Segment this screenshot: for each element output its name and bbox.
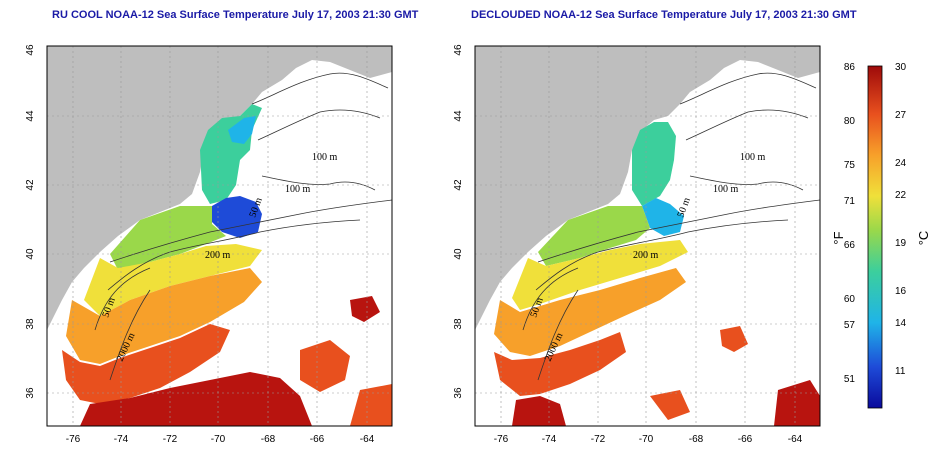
left-map: 100 m 100 m 50 m 200 m 50 m 2000 m -76 -… xyxy=(25,44,393,445)
colorbar-f-tick: 75 xyxy=(844,160,856,171)
left-y-tick: 38 xyxy=(25,318,36,330)
left-map-sst-patch-2 xyxy=(350,296,380,322)
right-y-tick: 44 xyxy=(453,110,464,122)
right-x-tick: -70 xyxy=(639,434,654,445)
left-x-tick: -64 xyxy=(360,434,375,445)
colorbar-f-tick: 71 xyxy=(844,196,856,207)
left-y-axis: 36 38 40 42 44 46 xyxy=(25,44,36,399)
left-contour-label-100m: 100 m xyxy=(285,184,311,195)
left-map-sst-patch xyxy=(300,340,350,392)
right-map-sst-deep-red xyxy=(512,396,566,426)
right-contour-label-200m: 200 m xyxy=(633,250,659,261)
right-map-title: DECLOUDED NOAA-12 Sea Surface Temperatur… xyxy=(471,9,857,21)
right-x-tick: -74 xyxy=(542,434,557,445)
colorbar-c-tick: 30 xyxy=(895,62,907,73)
colorbar-c-tick: 22 xyxy=(895,190,907,201)
colorbar-c-tick: 24 xyxy=(895,158,907,169)
right-map: 100 m 100 m 50 m 200 m 50 m 2000 m -76 -… xyxy=(453,44,821,445)
left-contour-label-200m: 200 m xyxy=(205,250,231,261)
colorbar-c-tick: 19 xyxy=(895,238,907,249)
colorbar-f-tick: 51 xyxy=(844,374,856,385)
right-map-sst-cold-blue xyxy=(642,198,684,236)
left-map-land xyxy=(47,46,392,330)
left-map-sst-mid xyxy=(84,244,262,316)
left-x-tick: -66 xyxy=(310,434,325,445)
colorbar-fahrenheit-unit: °F xyxy=(831,231,846,244)
left-map-title: RU COOL NOAA-12 Sea Surface Temperature … xyxy=(52,9,419,21)
right-y-tick: 46 xyxy=(453,44,464,56)
right-x-tick: -72 xyxy=(591,434,606,445)
right-map-contours xyxy=(522,72,820,381)
right-x-tick: -76 xyxy=(494,434,509,445)
colorbar-gradient xyxy=(867,65,883,409)
colorbar-f-tick: 80 xyxy=(844,116,856,127)
colorbar-c-tick: 11 xyxy=(895,366,906,377)
left-map-sst-cold-blue xyxy=(228,116,256,144)
right-y-tick: 42 xyxy=(453,179,464,191)
right-map-sst-mid xyxy=(512,240,688,310)
colorbar-c-tick: 16 xyxy=(895,286,907,297)
left-y-tick: 36 xyxy=(25,387,36,399)
left-map-sst-deep-red xyxy=(80,372,312,426)
colorbar-c-tick: 27 xyxy=(895,110,907,121)
right-map-sst-warm xyxy=(494,268,686,356)
right-y-tick: 36 xyxy=(453,387,464,399)
left-map-contours xyxy=(94,72,392,381)
left-y-tick: 44 xyxy=(25,110,36,122)
right-x-tick: -68 xyxy=(689,434,704,445)
right-map-sst-patch-3 xyxy=(650,390,690,420)
left-x-tick: -76 xyxy=(66,434,81,445)
right-y-axis: 36 38 40 42 44 46 xyxy=(453,44,464,399)
left-x-axis: -76 -74 -72 -70 -68 -66 -64 xyxy=(66,434,375,445)
right-x-tick: -64 xyxy=(788,434,803,445)
right-map-frame xyxy=(474,45,821,427)
right-y-tick: 40 xyxy=(453,248,464,260)
left-x-tick: -74 xyxy=(114,434,129,445)
left-map-frame xyxy=(46,45,393,427)
left-x-tick: -70 xyxy=(211,434,226,445)
colorbar-f-tick: 66 xyxy=(844,240,856,251)
left-contour-label-100m-north: 100 m xyxy=(312,152,338,163)
left-map-sst-hot xyxy=(62,324,230,404)
colorbar-fahrenheit-ticks: 86 80 75 71 66 60 57 51 xyxy=(844,62,856,385)
right-map-land xyxy=(475,46,820,330)
right-x-axis: -76 -74 -72 -70 -68 -66 -64 xyxy=(494,434,803,445)
left-map-sst-patch-3 xyxy=(350,384,392,426)
right-map-sst-shelf xyxy=(538,206,650,266)
right-x-tick: -66 xyxy=(738,434,753,445)
left-y-tick: 46 xyxy=(25,44,36,56)
colorbar-f-tick: 57 xyxy=(844,320,856,331)
right-map-sst-patch-2 xyxy=(774,380,820,426)
left-y-tick: 42 xyxy=(25,179,36,191)
colorbar-c-tick: 14 xyxy=(895,318,907,329)
left-x-tick: -72 xyxy=(163,434,178,445)
colorbar-celsius-ticks: 30 27 24 22 19 16 14 11 xyxy=(895,62,907,377)
right-map-grid xyxy=(475,46,820,426)
left-map-grid xyxy=(47,46,392,426)
right-map-sst-patch xyxy=(720,326,748,352)
colorbar-f-tick: 60 xyxy=(844,294,856,305)
left-map-sst-cold-core xyxy=(212,196,262,238)
left-y-tick: 40 xyxy=(25,248,36,260)
left-x-tick: -68 xyxy=(261,434,276,445)
colorbar-f-tick: 86 xyxy=(844,62,856,73)
colorbar: 86 80 75 71 66 60 57 51 30 27 24 22 19 1… xyxy=(831,62,931,409)
right-contour-label-100m-north: 100 m xyxy=(740,152,766,163)
right-y-tick: 38 xyxy=(453,318,464,330)
left-map-sst-warm xyxy=(66,268,262,364)
right-contour-label-100m: 100 m xyxy=(713,184,739,195)
right-map-sst-hot xyxy=(494,332,626,396)
colorbar-celsius-unit: °C xyxy=(916,231,931,246)
